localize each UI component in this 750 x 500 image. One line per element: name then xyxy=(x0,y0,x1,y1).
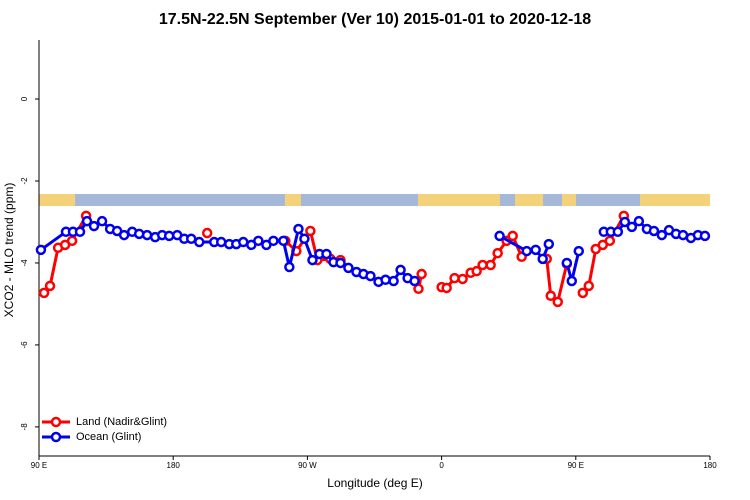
point xyxy=(194,236,205,248)
point xyxy=(118,229,130,241)
x-tick-label: 90 W xyxy=(298,461,317,470)
point xyxy=(619,216,631,228)
point xyxy=(416,268,427,280)
point xyxy=(388,275,399,287)
point xyxy=(699,230,711,242)
point xyxy=(561,257,573,269)
y-tick-label: -8 xyxy=(20,423,29,431)
point xyxy=(380,274,391,286)
point xyxy=(66,235,78,247)
point xyxy=(449,272,460,284)
point xyxy=(543,238,555,250)
point xyxy=(626,221,638,233)
point xyxy=(530,244,541,256)
point xyxy=(633,215,645,227)
point xyxy=(35,244,47,256)
point xyxy=(566,275,578,287)
point xyxy=(278,235,289,247)
point xyxy=(537,253,548,265)
point xyxy=(321,248,332,260)
point xyxy=(457,273,468,285)
point xyxy=(307,254,318,266)
point xyxy=(485,259,496,271)
chart-title: 17.5N-22.5N September (Ver 10) 2015-01-0… xyxy=(159,11,591,28)
point xyxy=(96,215,108,227)
point xyxy=(238,236,249,248)
y-tick-label: -2 xyxy=(20,177,29,185)
point xyxy=(335,257,346,269)
point xyxy=(441,282,452,294)
point xyxy=(395,264,406,276)
legend-marker xyxy=(50,431,62,443)
x-axis-label: Longitude (deg E) xyxy=(327,476,422,490)
point xyxy=(409,275,420,287)
x-tick-label: 180 xyxy=(167,461,181,470)
y-tick-label: 0 xyxy=(20,96,29,101)
point xyxy=(507,230,518,242)
y-axis-label: XCO2 - MLO trend (ppm) xyxy=(2,183,16,318)
point xyxy=(413,283,424,295)
point xyxy=(253,235,264,247)
x-tick-label: 0 xyxy=(439,461,444,470)
point xyxy=(44,280,56,292)
point xyxy=(471,265,482,277)
point xyxy=(492,247,503,259)
point xyxy=(81,215,93,227)
x-tick-label: 180 xyxy=(703,461,717,470)
point xyxy=(185,233,197,245)
legend-label: Ocean (Glint) xyxy=(76,431,141,443)
point xyxy=(521,245,532,257)
point xyxy=(38,287,50,299)
point xyxy=(305,225,316,237)
x-tick-label: 90 E xyxy=(31,461,47,470)
point xyxy=(215,236,227,248)
y-tick-label: -4 xyxy=(20,259,29,267)
point xyxy=(494,230,505,242)
point xyxy=(583,280,595,292)
point xyxy=(365,270,376,282)
point xyxy=(74,226,86,238)
point xyxy=(284,261,295,273)
point xyxy=(552,296,564,308)
point xyxy=(577,287,589,299)
point xyxy=(545,290,556,301)
legend-marker xyxy=(50,416,62,428)
x-tick-label: 90 E xyxy=(568,461,584,470)
land-ocean-strip xyxy=(39,194,710,206)
point xyxy=(612,226,624,238)
point xyxy=(268,235,279,247)
point xyxy=(293,223,304,235)
point xyxy=(573,245,585,257)
point xyxy=(604,235,616,247)
point xyxy=(648,225,660,237)
legend-label: Land (Nadir&Glint) xyxy=(76,416,167,428)
point xyxy=(163,230,175,242)
point xyxy=(477,259,488,271)
point xyxy=(656,229,668,241)
y-tick-label: -6 xyxy=(20,341,29,349)
point xyxy=(201,227,213,239)
point xyxy=(141,229,153,241)
point xyxy=(299,233,310,245)
point xyxy=(343,262,354,274)
point xyxy=(88,220,100,232)
